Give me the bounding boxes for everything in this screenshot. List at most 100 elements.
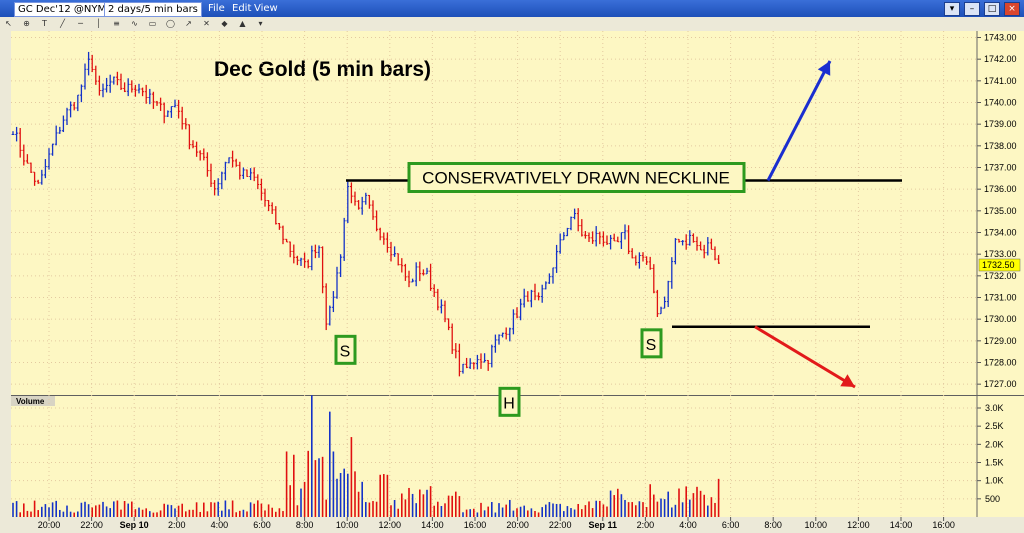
head-label: H xyxy=(498,386,521,417)
price-axis-panel xyxy=(977,31,1024,517)
time-tick-label: 10:00 xyxy=(336,520,359,530)
price-tick-label: 1735.00 xyxy=(984,206,1017,216)
time-tick-label: 22:00 xyxy=(80,520,103,530)
maximize-icon[interactable]: □ xyxy=(984,2,1000,16)
symbol-selector[interactable]: GC Dec'12 @NYMEX xyxy=(14,2,124,17)
gann-tool-icon[interactable]: ✕ xyxy=(203,19,210,28)
price-tick-label: 1742.00 xyxy=(984,54,1017,64)
rectangle-tool-icon[interactable]: ▭ xyxy=(148,19,157,28)
neckline-label: CONSERVATIVELY DRAWN NECKLINE xyxy=(422,169,730,188)
volume-bars xyxy=(12,395,720,517)
right-shoulder-text: S xyxy=(646,337,657,354)
down-arrow-shaft xyxy=(754,325,856,389)
time-tick-label: Sep 10 xyxy=(120,520,149,530)
price-tick-label: 1729.00 xyxy=(984,336,1017,346)
menu-edit[interactable]: Edit xyxy=(232,3,252,14)
time-tick-label: 16:00 xyxy=(932,520,955,530)
volume-tick-label: 2.5K xyxy=(985,421,1004,431)
price-tick-label: 1734.00 xyxy=(984,228,1017,238)
volume-label: Volume xyxy=(16,397,45,406)
fibonacci-icon[interactable]: ∿ xyxy=(131,19,138,28)
time-tick-label: 2:00 xyxy=(637,520,655,530)
annotation-layer: CONSERVATIVELY DRAWN NECKLINE S H S xyxy=(334,60,902,417)
channel-tool-icon[interactable]: ≡ xyxy=(113,19,120,28)
menu-file[interactable]: File xyxy=(208,3,225,14)
volume-panel xyxy=(11,396,977,517)
right-shoulder-label: S xyxy=(640,328,663,359)
window-titlebar: GC Dec'12 @NYMEX 2 days/5 min bars File … xyxy=(0,0,1024,17)
up-arrow-head xyxy=(817,61,831,76)
price-tick-label: 1738.00 xyxy=(984,141,1017,151)
price-tick-label: 1731.00 xyxy=(984,293,1017,303)
price-bars xyxy=(11,51,720,377)
price-tick-label: 1728.00 xyxy=(984,358,1017,368)
time-tick-label: 8:00 xyxy=(764,520,782,530)
close-icon[interactable]: × xyxy=(1004,2,1020,16)
chart-title: Dec Gold (5 min bars) xyxy=(214,58,431,81)
volume-tick-label: 3.0K xyxy=(985,403,1004,413)
price-tick-label: 1736.00 xyxy=(984,184,1017,194)
up-arrow-shaft xyxy=(766,60,832,182)
price-tick-label: 1737.00 xyxy=(984,163,1017,173)
breakout-up-arrow xyxy=(766,60,832,182)
neckline-label-box xyxy=(407,162,746,193)
cursor-icon[interactable]: ↖ xyxy=(5,19,12,28)
scroll-strip[interactable] xyxy=(0,31,11,517)
time-tick-label: 16:00 xyxy=(464,520,487,530)
price-tick-label: 1727.00 xyxy=(984,379,1017,389)
price-tick-label: 1741.00 xyxy=(984,76,1017,86)
time-tick-label: 20:00 xyxy=(506,520,529,530)
color-picker-icon[interactable]: ◆ xyxy=(221,19,228,28)
left-shoulder-label: S xyxy=(334,334,357,365)
time-tick-label: 14:00 xyxy=(421,520,444,530)
time-tick-label: 20:00 xyxy=(38,520,61,530)
time-tick-label: 2:00 xyxy=(168,520,186,530)
left-shoulder-box xyxy=(334,334,357,365)
time-axis-panel xyxy=(0,517,1024,533)
volume-tick-label: 1.0K xyxy=(985,476,1004,486)
time-tick-label: 22:00 xyxy=(549,520,572,530)
zoom-icon[interactable]: ⊕ xyxy=(23,19,30,28)
time-tick-label: 8:00 xyxy=(296,520,314,530)
text-tool-icon[interactable]: T xyxy=(42,19,47,28)
head-box xyxy=(498,386,521,417)
right-shoulder-box xyxy=(640,328,663,359)
last-price-value: 1732.50 xyxy=(982,260,1015,270)
time-tick-label: 12:00 xyxy=(847,520,870,530)
time-tick-label: 12:00 xyxy=(379,520,402,530)
price-tick-label: 1730.00 xyxy=(984,314,1017,324)
left-shoulder-text: S xyxy=(340,343,351,360)
volume-tick-label: 2.0K xyxy=(985,439,1004,449)
time-tick-label: 6:00 xyxy=(253,520,271,530)
breakdown-down-arrow xyxy=(754,325,856,389)
ellipse-tool-icon[interactable]: ◯ xyxy=(166,19,175,28)
price-tick-label: 1733.00 xyxy=(984,249,1017,259)
price-tick-label: 1740.00 xyxy=(984,98,1017,108)
down-arrow-head xyxy=(840,374,855,387)
time-tick-label: Sep 11 xyxy=(589,520,618,530)
palette-icon[interactable]: ▲ xyxy=(239,19,246,28)
vertical-line-icon[interactable]: │ xyxy=(96,19,101,28)
window-options-button[interactable]: ▾ xyxy=(944,2,960,16)
volume-tick-label: 1.5K xyxy=(985,458,1004,468)
period-selector[interactable]: 2 days/5 min bars xyxy=(104,2,202,17)
horizontal-line-icon[interactable]: ─ xyxy=(78,19,83,28)
head-text: H xyxy=(503,395,515,412)
toolbar-more-icon[interactable]: ▾ xyxy=(258,19,263,28)
time-tick-label: 14:00 xyxy=(890,520,913,530)
volume-axis-ticks: 3.0K 2.5K 2.0K 1.5K 1.0K 500 xyxy=(976,31,1004,517)
time-tick-label: 4:00 xyxy=(211,520,229,530)
time-axis-ticks: 20:00 22:00 Sep 10 2:00 4:00 6:00 8:00 10:00 12:… xyxy=(38,517,955,530)
price-tick-label: 1739.00 xyxy=(984,119,1017,129)
last-price-marker xyxy=(978,258,1021,272)
price-tick-label: 1732.00 xyxy=(984,271,1017,281)
volume-tab xyxy=(11,396,55,406)
line-tool-icon[interactable]: ╱ xyxy=(60,19,65,28)
arrow-tool-icon[interactable]: ↗ xyxy=(185,19,192,28)
minimize-icon[interactable]: – xyxy=(964,2,980,16)
menu-view[interactable]: View xyxy=(254,3,278,14)
time-tick-label: 10:00 xyxy=(805,520,828,530)
price-tick-label: 1743.00 xyxy=(984,33,1017,43)
time-tick-label: 6:00 xyxy=(722,520,740,530)
